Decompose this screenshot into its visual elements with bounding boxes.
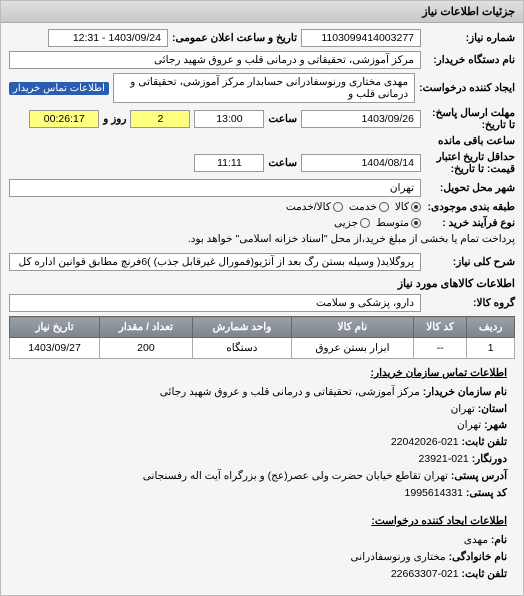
postal-label: کد پستی: — [466, 487, 507, 499]
td-unit: دستگاه — [192, 338, 291, 359]
creator-contact-title: اطلاعات ایجاد کننده درخواست: — [17, 513, 507, 530]
radio-kala-khadamat-label: کالا/خدمت — [286, 201, 331, 213]
contact-link[interactable]: اطلاعات تماس خریدار — [9, 82, 109, 95]
org-contact-block: اطلاعات تماس سازمان خریدار: نام سازمان خ… — [9, 359, 515, 507]
send-deadline-label-main: مهلت ارسال پاسخ: — [432, 107, 515, 119]
send-deadline-label-sub: تا تاریخ: — [482, 119, 515, 131]
need-desc-value: پروگلاید( وسیله بستن رگ بعد از آنژیو(فمو… — [9, 253, 421, 271]
radio-dot-icon — [360, 218, 370, 228]
radio-dot-icon — [411, 218, 421, 228]
remain-days-label: روز و — [103, 113, 126, 125]
creator-tel-value: 021-22663307 — [391, 568, 459, 580]
th-qty: تعداد / مقدار — [100, 317, 193, 338]
org-contact-title: اطلاعات تماس سازمان خریدار: — [17, 365, 507, 382]
creator-label: ایجاد کننده درخواست: — [419, 82, 515, 94]
th-date: تاریخ نیاز — [10, 317, 100, 338]
min-valid-label-main: حداقل تاریخ اعتبار — [437, 151, 515, 163]
radio-dot-icon — [411, 202, 421, 212]
min-valid-time-label: ساعت — [268, 157, 297, 169]
remain-days-value: 2 — [130, 110, 190, 128]
creator-tel-label: تلفن ثابت: — [462, 568, 507, 580]
remain-time-value: 00:26:17 — [29, 110, 99, 128]
min-valid-time-value: 11:11 — [194, 154, 264, 172]
need-no-label: شماره نیاز: — [425, 32, 515, 44]
send-deadline-label: مهلت ارسال پاسخ: تا تاریخ: — [425, 107, 515, 131]
send-time-label: ساعت — [268, 113, 297, 125]
th-unit: واحد شمارش — [192, 317, 291, 338]
addr-label: آدرس پستی: — [451, 470, 507, 482]
province-label: استان: — [478, 403, 507, 415]
org-name-value: مرکز آموزشی، تحقیقاتی و درمانی قلب و عرو… — [160, 386, 420, 398]
org-name-label: نام سازمان خریدار: — [423, 386, 507, 398]
panel-header: جزئیات اطلاعات نیاز — [1, 1, 523, 23]
tel-value: 021-22042026 — [391, 436, 459, 448]
radio-dot-icon — [333, 202, 343, 212]
buyer-org-value: مرکز آموزشی، تحقیقاتی و درمانی قلب و عرو… — [9, 51, 421, 69]
radio-kala-label: کالا — [395, 201, 409, 213]
fname-label: نام: — [491, 534, 507, 546]
th-name: نام کالا — [292, 317, 414, 338]
min-valid-label-sub: قیمت: تا تاریخ: — [451, 163, 515, 175]
need-details-panel: جزئیات اطلاعات نیاز شماره نیاز: 11030994… — [0, 0, 524, 596]
fax-value: 021-23921 — [419, 453, 469, 465]
radio-khadamat-label: خدمت — [349, 201, 377, 213]
radio-medium[interactable]: متوسط — [376, 217, 421, 229]
buy-type-radios: متوسط جزیی — [334, 217, 421, 229]
table-header-row: ردیف کد کالا نام کالا واحد شمارش تعداد /… — [10, 317, 515, 338]
delivery-city-value: تهران — [9, 179, 421, 197]
creator-value: مهدی مختاری ورنوسفادرانی حسابدار مرکز آم… — [113, 73, 415, 103]
panel-body: شماره نیاز: 1103099414003277 تاریخ و ساع… — [1, 23, 523, 595]
td-code: -- — [413, 338, 467, 359]
tel-label: تلفن ثابت: — [462, 436, 507, 448]
city-label: شهر: — [484, 419, 507, 431]
remain-suffix-label: ساعت باقی مانده — [438, 135, 515, 147]
group-label: گروه کالا: — [425, 297, 515, 309]
items-table: ردیف کد کالا نام کالا واحد شمارش تعداد /… — [9, 316, 515, 359]
radio-khadamat[interactable]: خدمت — [349, 201, 389, 213]
buy-note: پرداخت تمام یا بخشی از مبلغ خرید،از محل … — [188, 233, 515, 245]
addr-value: تهران تقاطع خیابان حضرت ولی عصر(عج) و بز… — [143, 470, 448, 482]
th-row-no: ردیف — [467, 317, 515, 338]
city-value: تهران — [457, 419, 481, 431]
td-date: 1403/09/27 — [10, 338, 100, 359]
th-code: کد کالا — [413, 317, 467, 338]
td-row-no: 1 — [467, 338, 515, 359]
radio-medium-label: متوسط — [376, 217, 409, 229]
exist-type-label: طبقه بندی موجودی: — [425, 201, 515, 213]
creator-contact-block: اطلاعات ایجاد کننده درخواست: نام: مهدی ن… — [9, 507, 515, 588]
radio-small-label: جزیی — [334, 217, 358, 229]
td-name: ابزار بستن عروق — [292, 338, 414, 359]
need-desc-label: شرح کلی نیاز: — [425, 256, 515, 268]
items-section-title: اطلاعات کالاهای مورد نیاز — [9, 277, 515, 290]
radio-small[interactable]: جزیی — [334, 217, 370, 229]
need-no-value: 1103099414003277 — [301, 29, 421, 47]
send-date-value: 1403/09/26 — [301, 110, 421, 128]
min-valid-label: حداقل تاریخ اعتبار قیمت: تا تاریخ: — [425, 151, 515, 175]
radio-dot-icon — [379, 202, 389, 212]
radio-kala-khadamat[interactable]: کالا/خدمت — [286, 201, 343, 213]
send-time-value: 13:00 — [194, 110, 264, 128]
buyer-org-label: نام دستگاه خریدار: — [425, 54, 515, 66]
fname-value: مهدی — [464, 534, 488, 546]
announce-value: 1403/09/24 - 12:31 — [48, 29, 168, 47]
fax-label: دورنگار: — [472, 453, 507, 465]
buy-type-label: نوع فرآیند خرید : — [425, 217, 515, 229]
postal-value: 1995614331 — [405, 487, 463, 499]
lname-label: نام خانوادگی: — [449, 551, 507, 563]
delivery-city-label: شهر محل تحویل: — [425, 182, 515, 194]
lname-value: مختاری ورنوسفادرانی — [351, 551, 446, 563]
table-row[interactable]: 1 -- ابزار بستن عروق دستگاه 200 1403/09/… — [10, 338, 515, 359]
province-value: تهران — [451, 403, 475, 415]
radio-kala[interactable]: کالا — [395, 201, 421, 213]
announce-label: تاریخ و ساعت اعلان عمومی: — [172, 32, 297, 44]
exist-type-radios: کالا خدمت کالا/خدمت — [286, 201, 421, 213]
td-qty: 200 — [100, 338, 193, 359]
group-value: دارو، پزشکی و سلامت — [9, 294, 421, 312]
min-valid-date-value: 1404/08/14 — [301, 154, 421, 172]
